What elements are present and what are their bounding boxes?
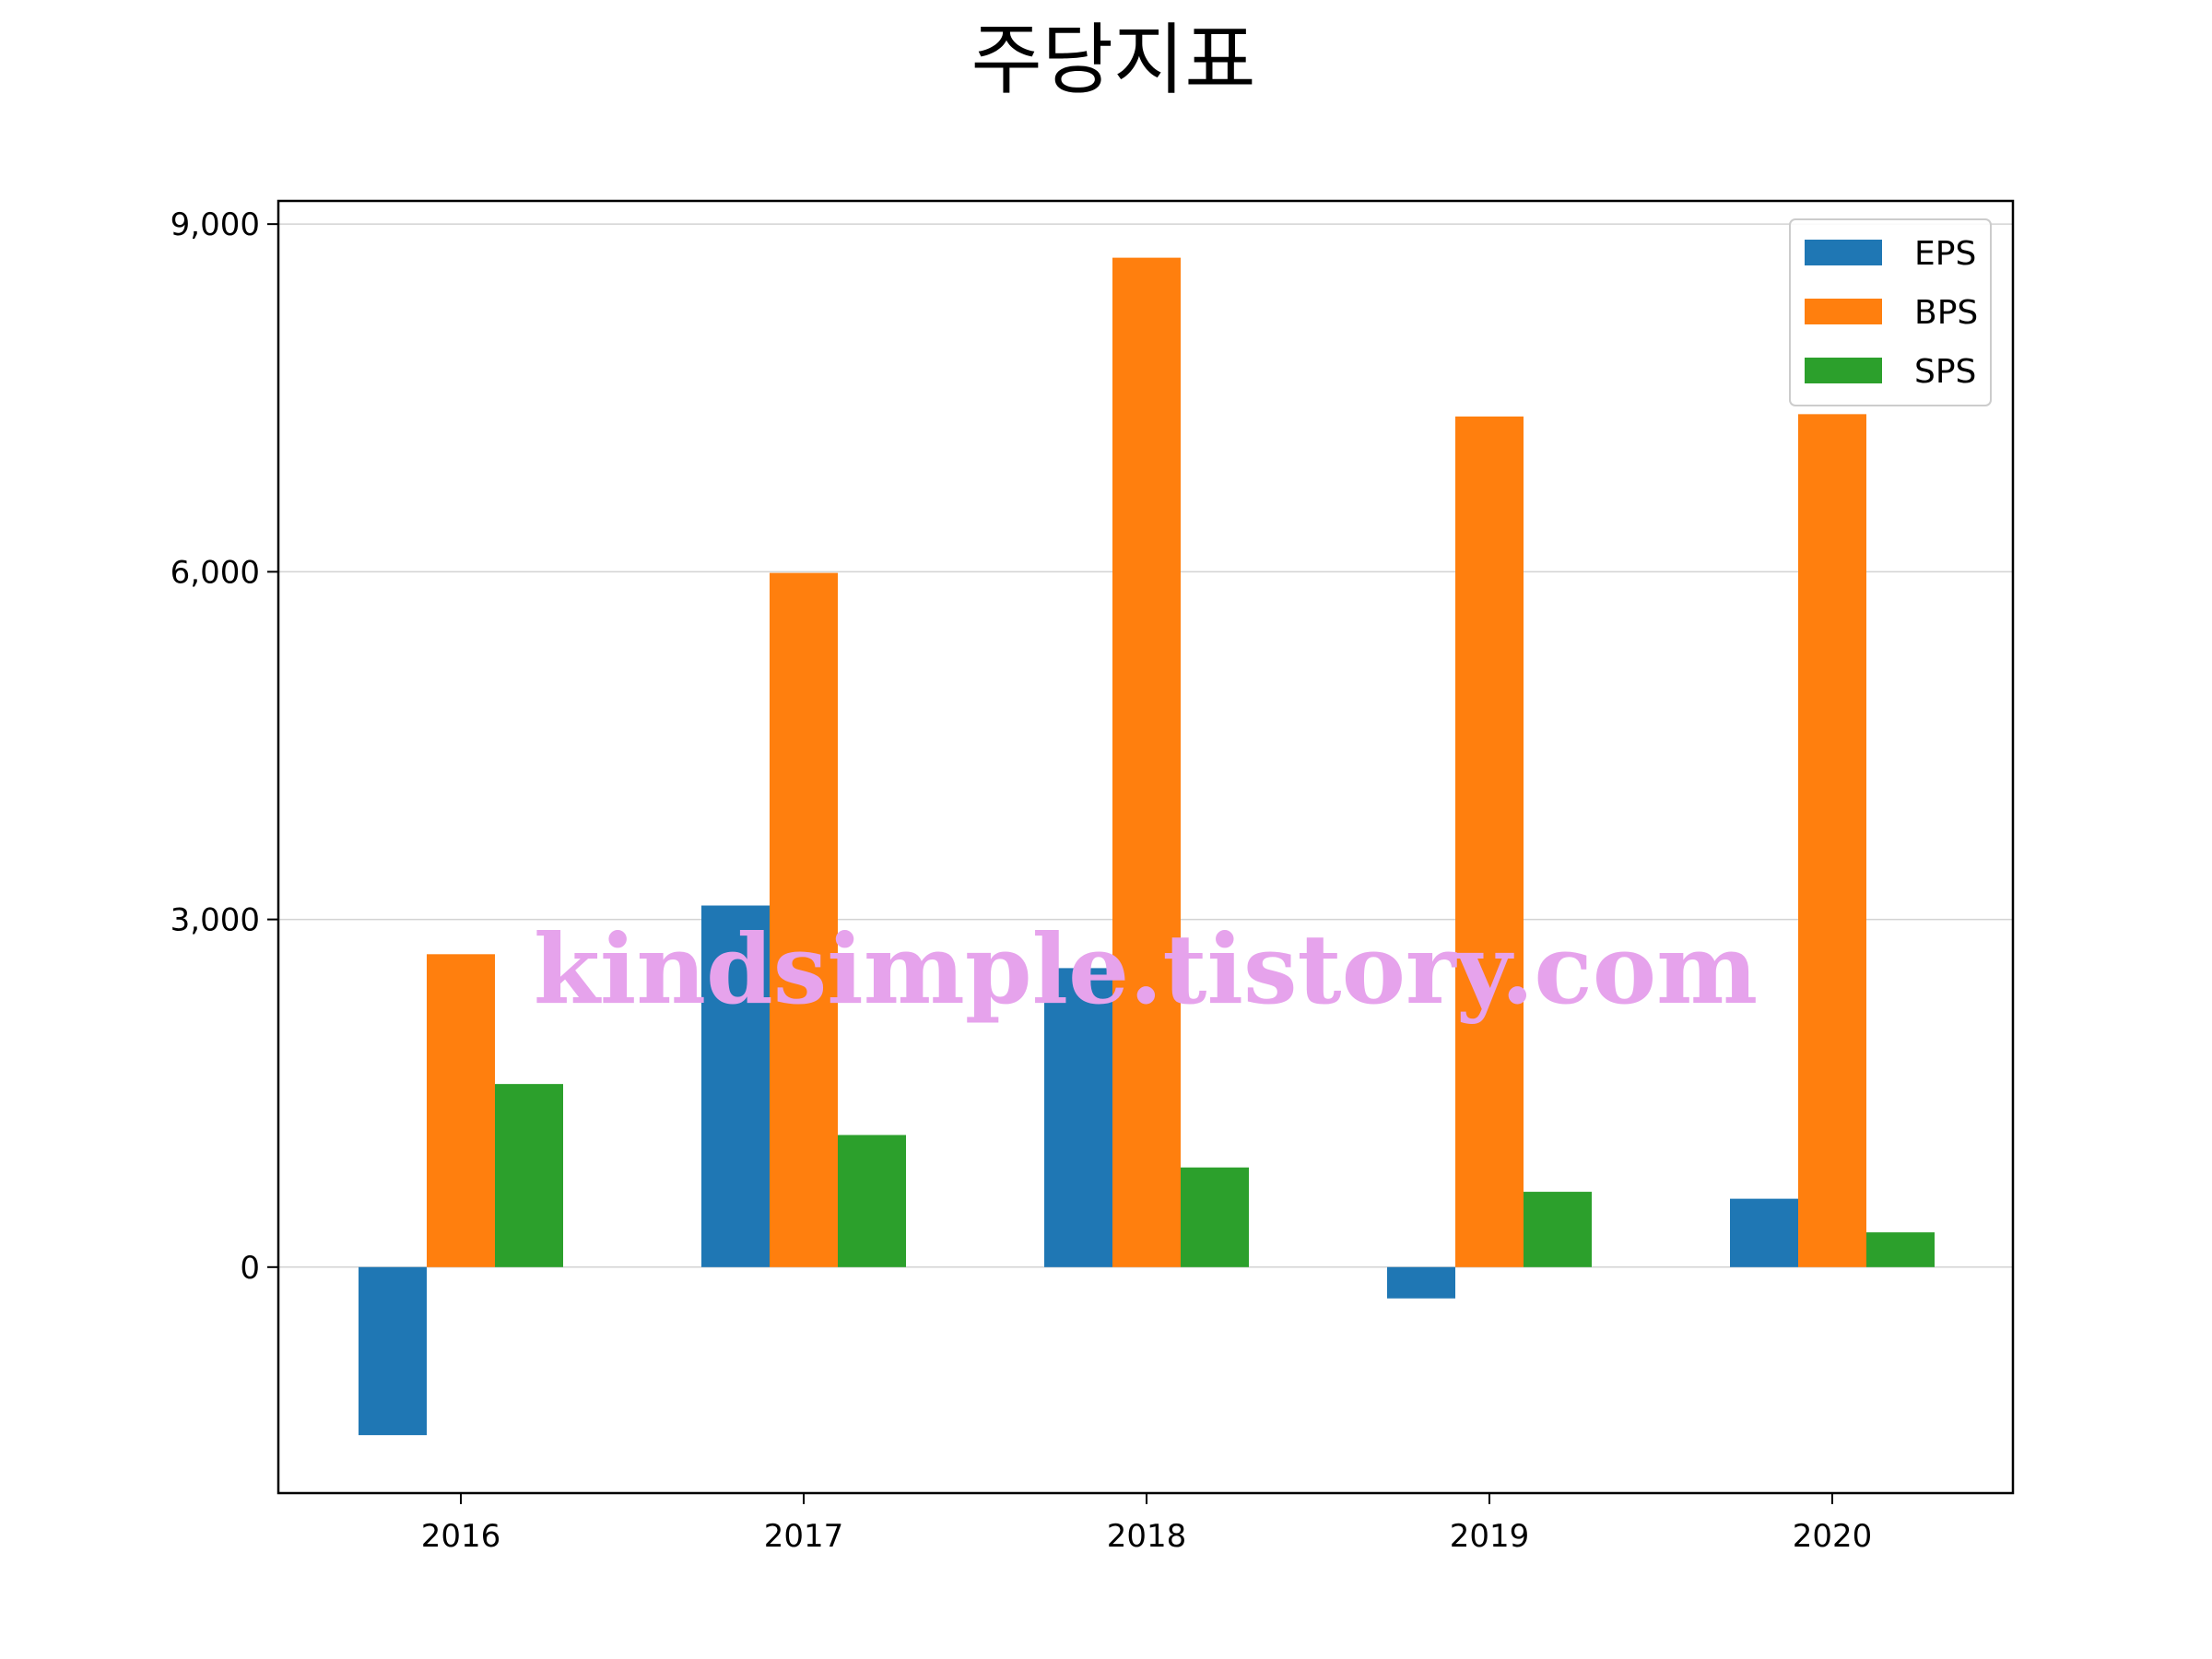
- bar-bps-2020: [1798, 414, 1866, 1267]
- legend-swatch-bps: [1805, 299, 1882, 324]
- y-tick-label: 6,000: [171, 554, 260, 591]
- y-tick-label: 0: [240, 1250, 260, 1287]
- legend: EPS BPS SPS: [1789, 218, 1992, 406]
- watermark: kindsimple.tistory.com: [534, 912, 1758, 1026]
- legend-label-eps: EPS: [1914, 235, 1976, 273]
- x-axis: 2016 2017 2018 2019 2020: [421, 1493, 1873, 1555]
- bar-bps-2017: [770, 572, 838, 1267]
- x-tick-label: 2018: [1107, 1518, 1187, 1555]
- y-axis: 0 3,000 6,000 9,000: [171, 206, 278, 1287]
- legend-label-bps: BPS: [1914, 294, 1978, 332]
- y-tick-label: 3,000: [171, 902, 260, 939]
- bar-eps-2020: [1730, 1198, 1798, 1267]
- bar-sps-2019: [1524, 1192, 1592, 1267]
- bar-eps-2018: [1044, 968, 1112, 1267]
- chart-title: 주당지표: [971, 15, 1255, 105]
- legend-swatch-eps: [1805, 240, 1882, 265]
- bar-eps-2019: [1387, 1266, 1455, 1299]
- y-tick-label: 9,000: [171, 206, 260, 243]
- x-tick-label: 2016: [421, 1518, 501, 1555]
- bar-sps-2018: [1181, 1167, 1249, 1267]
- bars: [359, 257, 1935, 1436]
- bar-bps-2019: [1455, 416, 1524, 1267]
- bar-sps-2020: [1866, 1232, 1935, 1267]
- x-tick-label: 2017: [764, 1518, 844, 1555]
- x-tick-label: 2020: [1793, 1518, 1873, 1555]
- bar-bps-2016: [427, 954, 495, 1267]
- bar-sps-2017: [838, 1135, 906, 1267]
- bar-eps-2016: [359, 1266, 427, 1436]
- bar-bps-2018: [1112, 257, 1181, 1267]
- bar-sps-2016: [495, 1084, 563, 1267]
- x-tick-label: 2019: [1450, 1518, 1530, 1555]
- legend-swatch-sps: [1805, 358, 1882, 383]
- bar-eps-2017: [701, 905, 770, 1267]
- legend-label-sps: SPS: [1914, 353, 1976, 391]
